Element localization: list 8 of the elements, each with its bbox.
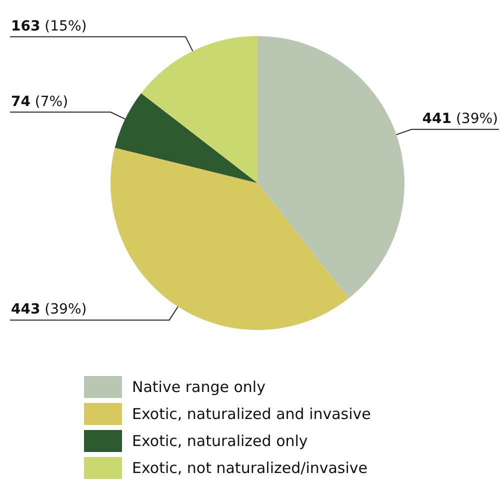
data-label: 163 (15%)	[11, 18, 87, 34]
legend-label: Native range only	[132, 378, 266, 396]
data-label: 443 (39%)	[11, 302, 87, 318]
legend-label: Exotic, naturalized only	[132, 432, 308, 450]
legend-label: Exotic, naturalized and invasive	[132, 405, 371, 423]
data-label: 441 (39%)	[422, 111, 498, 128]
data-label: 74 (7%)	[11, 94, 68, 110]
legend-label: Exotic, not naturalized/invasive	[132, 459, 368, 477]
